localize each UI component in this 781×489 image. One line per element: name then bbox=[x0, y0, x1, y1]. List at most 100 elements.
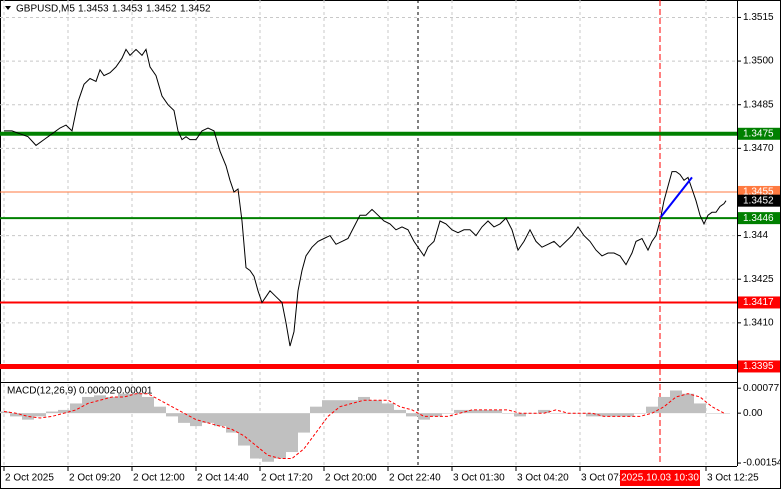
y-tick-label: 1.3515 bbox=[743, 12, 774, 23]
macd-bar bbox=[418, 413, 430, 420]
x-tick-label: 3 Oct 07:10 bbox=[581, 473, 633, 484]
x-tick-label: 2 Oct 20:00 bbox=[325, 473, 377, 484]
macd-bar bbox=[646, 406, 658, 414]
macd-bar bbox=[226, 413, 238, 433]
level-label: 1.3455 bbox=[743, 187, 774, 198]
y-tick-label: 0.00077 bbox=[743, 383, 780, 394]
macd-bar bbox=[0, 411, 11, 414]
macd-bar bbox=[718, 413, 730, 414]
y-tick-label: 1.3425 bbox=[743, 274, 774, 285]
symbol: GBPUSD,M5 bbox=[16, 4, 75, 15]
macd-bar bbox=[166, 413, 178, 417]
macd-bar bbox=[382, 403, 394, 414]
x-tick-label: 3 Oct 01:30 bbox=[453, 473, 505, 484]
level-label-box bbox=[738, 360, 780, 373]
macd-bar bbox=[634, 413, 646, 414]
trendline bbox=[659, 176, 693, 219]
macd-bar bbox=[106, 396, 118, 414]
macd-bar bbox=[298, 413, 310, 433]
cursor-label-box bbox=[620, 470, 700, 486]
y-tick-label: 1.3500 bbox=[743, 56, 774, 67]
main-layer bbox=[0, 0, 737, 465]
y-tick-label: 1.3485 bbox=[743, 99, 774, 110]
macd-bar bbox=[238, 413, 250, 446]
macd-bar bbox=[682, 393, 694, 414]
x-tick-label: 2 Oct 2025 bbox=[5, 473, 54, 484]
macd-bar bbox=[670, 390, 682, 414]
macd-bar bbox=[118, 393, 130, 414]
macd-bar bbox=[178, 413, 190, 423]
macd-bar bbox=[130, 393, 142, 414]
macd-bar bbox=[586, 413, 598, 417]
current-price-box bbox=[738, 194, 780, 207]
macd-signal bbox=[3, 393, 725, 459]
macd-bar bbox=[250, 413, 262, 459]
macd-bar bbox=[406, 413, 418, 417]
macd-bar bbox=[526, 413, 538, 414]
x-tick-label: 2 Oct 12:00 bbox=[133, 473, 185, 484]
cursor-label: 2025.10.03 10:30 bbox=[621, 473, 699, 484]
macd-bar bbox=[322, 400, 334, 414]
x-tick-label: 2 Oct 22:40 bbox=[389, 473, 441, 484]
x-tick-label: 2 Oct 14:40 bbox=[197, 473, 249, 484]
x-tick-label: 2 Oct 17:20 bbox=[261, 473, 313, 484]
grid-layer bbox=[0, 0, 741, 471]
ohlc-value: 1.3453 bbox=[78, 4, 109, 15]
macd-bar bbox=[490, 409, 502, 414]
y-tick-label: 0.00 bbox=[743, 408, 763, 419]
macd-bar bbox=[70, 403, 82, 414]
macd-bar bbox=[394, 409, 406, 414]
level-label-box bbox=[738, 296, 780, 309]
macd-bar bbox=[694, 403, 706, 414]
macd-bar bbox=[214, 413, 226, 427]
ohlc-value: 1.3453 bbox=[112, 4, 143, 15]
y-tick-label: 1.3470 bbox=[743, 143, 774, 154]
macd-bar bbox=[82, 396, 94, 414]
macd-bar bbox=[286, 413, 298, 453]
macd-bar bbox=[22, 413, 34, 420]
macd-bar bbox=[478, 409, 490, 414]
macd-bar bbox=[94, 395, 106, 414]
price-line bbox=[4, 48, 727, 347]
y-tick-label: 1.344 bbox=[743, 230, 768, 241]
macd-bar bbox=[310, 406, 322, 414]
x-tick-label: 3 Oct 04:20 bbox=[517, 473, 569, 484]
macd-bar bbox=[706, 413, 718, 414]
macd-bar bbox=[142, 396, 154, 414]
level-label: 1.3446 bbox=[743, 213, 774, 224]
macd-bar bbox=[46, 411, 58, 414]
macd-bar bbox=[358, 396, 370, 414]
macd-bar bbox=[550, 413, 562, 414]
level-label: 1.3417 bbox=[743, 297, 774, 308]
label-layer: GBPUSD,M5 1.3453 1.3453 1.3452 1.3452 MA… bbox=[5, 4, 781, 486]
ohlc-value: 1.3452 bbox=[180, 4, 211, 15]
macd-bar bbox=[454, 409, 466, 414]
x-tick-label: 3 Oct 12:25 bbox=[707, 473, 759, 484]
current-price-label: 1.3452 bbox=[743, 195, 774, 206]
macd-bar bbox=[442, 413, 454, 414]
macd-title: MACD(12,26,9) bbox=[7, 386, 76, 397]
level-label: 1.3475 bbox=[743, 128, 774, 139]
macd-bar bbox=[262, 413, 274, 462]
macd-bar bbox=[370, 400, 382, 414]
macd-bar bbox=[538, 409, 550, 414]
macd-bar bbox=[58, 409, 70, 414]
macd-bar bbox=[466, 409, 478, 414]
y-tick-label: 1.3410 bbox=[743, 317, 774, 328]
macd-bar bbox=[10, 413, 22, 417]
macd-bar bbox=[610, 413, 622, 417]
menu-triangle bbox=[5, 6, 11, 10]
macd-bar bbox=[622, 413, 634, 417]
macd-bar bbox=[346, 400, 358, 414]
level-label-box bbox=[738, 212, 780, 225]
macd-bar bbox=[34, 413, 46, 417]
macd-bar bbox=[502, 413, 514, 414]
macd-bar bbox=[658, 396, 670, 414]
macd-bar bbox=[154, 406, 166, 414]
y-tick-label: -0.00154 bbox=[743, 458, 781, 469]
macd-value: -0.00001 bbox=[113, 386, 153, 397]
macd-bar bbox=[202, 413, 214, 423]
level-label-box bbox=[738, 127, 780, 140]
